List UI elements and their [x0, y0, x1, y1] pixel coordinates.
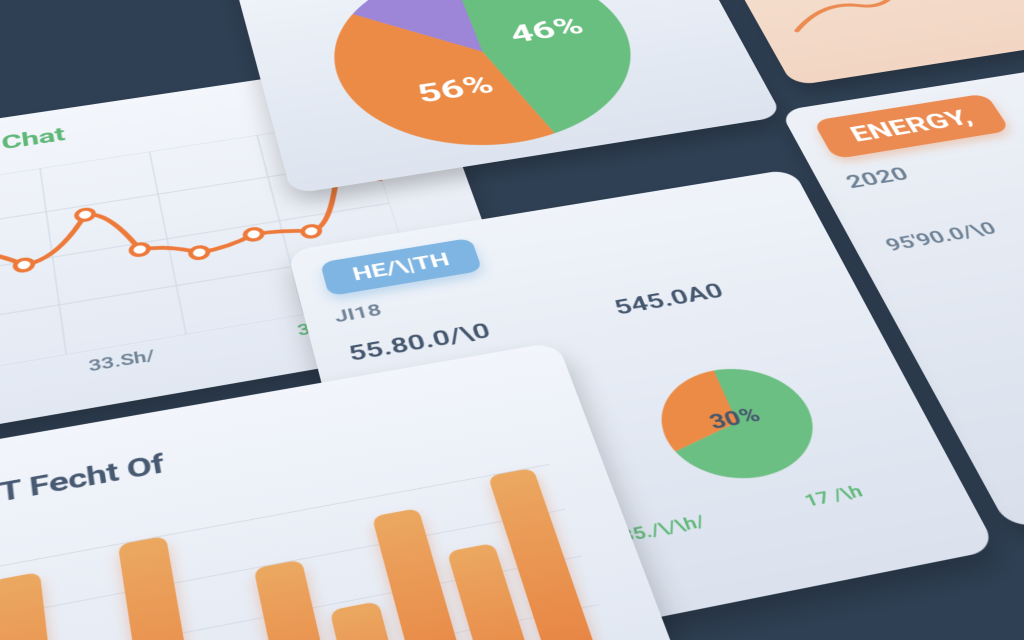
mini-pie-2: 30% — [634, 352, 845, 501]
bar-7 — [330, 601, 418, 640]
bar-4 — [118, 536, 211, 640]
dashboard-world: West I'ootelt Losl Chat 0.4038.303.801.0… — [0, 0, 1024, 640]
pie-chart: 46% 56% — [294, 0, 687, 178]
energy-disc — [1006, 236, 1024, 419]
metric-footer-b: 17 /\h — [801, 481, 865, 510]
bar-8 — [372, 508, 485, 640]
mini-pie-2-label: 30% — [706, 403, 764, 434]
energy-stat-1: 95'90.0/\0 — [882, 219, 1000, 256]
stats-mini-line — [748, 0, 1024, 47]
bar-6 — [254, 559, 350, 640]
metric-r0b: 545.0A0 — [611, 279, 728, 320]
bar-2 — [0, 571, 69, 640]
